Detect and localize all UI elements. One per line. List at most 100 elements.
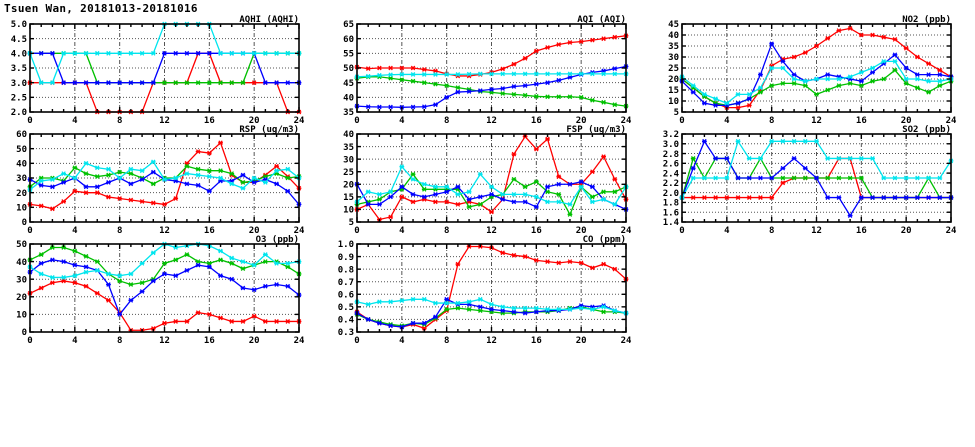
y-tick-label: 25	[668, 64, 679, 74]
data-point-marker	[533, 179, 539, 185]
x-tick-label: 20	[576, 226, 587, 234]
data-point-marker	[83, 50, 89, 56]
data-point-marker	[926, 175, 931, 181]
y-tick-label: 30	[16, 275, 27, 285]
data-point-marker	[128, 50, 134, 56]
data-point-marker	[139, 177, 145, 182]
y-tick-label: 35	[668, 42, 679, 52]
data-point-marker	[388, 299, 394, 305]
data-point-marker	[285, 319, 291, 324]
data-point-marker	[229, 50, 235, 56]
data-point-marker	[218, 80, 223, 86]
data-point-marker	[937, 175, 943, 181]
data-point-marker	[914, 54, 920, 60]
data-point-marker	[825, 76, 831, 82]
x-tick-label: 0	[27, 226, 32, 234]
data-point-marker	[444, 184, 450, 190]
data-point-marker	[377, 191, 382, 197]
chart-title: O3 (ppb)	[256, 235, 299, 245]
data-point-marker	[38, 260, 44, 266]
data-point-marker	[128, 271, 134, 277]
data-point-marker	[791, 72, 797, 77]
data-point-marker	[139, 199, 145, 204]
data-point-marker	[285, 260, 291, 266]
data-point-marker	[746, 103, 752, 108]
data-point-marker	[556, 260, 562, 266]
y-tick-label: 5	[349, 218, 354, 228]
data-point-marker	[162, 271, 167, 277]
x-tick-label: 12	[159, 336, 170, 344]
data-point-marker	[184, 268, 190, 273]
data-point-marker	[735, 92, 741, 97]
data-point-marker	[702, 100, 707, 106]
data-point-marker	[533, 48, 539, 54]
data-point-marker	[914, 175, 920, 181]
x-tick-label: 16	[531, 336, 542, 344]
y-tick-label: 0.3	[338, 328, 354, 338]
data-point-marker	[50, 245, 55, 250]
data-point-marker	[38, 182, 44, 188]
data-point-marker	[399, 164, 405, 170]
y-tick-label: 60	[16, 130, 27, 140]
x-tick-label: 16	[856, 116, 867, 124]
data-point-marker	[892, 37, 898, 42]
x-tick-label: 0	[354, 116, 359, 124]
data-point-marker	[173, 175, 179, 181]
data-point-marker	[50, 280, 55, 286]
data-point-marker	[399, 72, 405, 77]
data-point-marker	[195, 80, 201, 86]
data-point-marker	[106, 271, 111, 277]
data-point-marker	[690, 195, 696, 200]
x-tick-label: 24	[946, 116, 957, 124]
data-point-marker	[399, 324, 405, 330]
data-point-marker	[251, 175, 257, 181]
data-point-marker	[533, 194, 539, 200]
data-point-marker	[545, 259, 550, 264]
data-point-marker	[589, 169, 595, 175]
data-point-marker	[184, 163, 190, 169]
data-point-marker	[522, 184, 528, 190]
data-point-marker	[38, 271, 44, 277]
data-point-marker	[150, 326, 156, 331]
data-point-marker	[769, 175, 775, 181]
data-point-marker	[533, 257, 539, 263]
data-point-marker	[388, 189, 394, 195]
data-point-marker	[545, 136, 550, 142]
data-point-marker	[814, 138, 819, 144]
chart-title: AQHI (AQHI)	[239, 15, 299, 25]
data-point-marker	[758, 175, 763, 181]
data-point-marker	[173, 245, 179, 250]
data-point-marker	[150, 250, 156, 256]
y-tick-label: 4.0	[11, 50, 27, 60]
data-point-marker	[870, 78, 875, 84]
data-point-marker	[195, 259, 201, 264]
data-point-marker	[117, 80, 123, 86]
data-point-marker	[195, 149, 201, 154]
data-point-marker	[914, 85, 920, 91]
data-point-marker	[94, 259, 100, 264]
y-tick-label: 60	[343, 35, 354, 45]
data-point-marker	[500, 91, 506, 96]
y-tick-label: 2.0	[11, 108, 27, 118]
data-point-marker	[83, 80, 89, 86]
data-point-marker	[522, 71, 528, 77]
data-point-marker	[612, 189, 618, 195]
data-point-marker	[421, 181, 427, 187]
data-point-marker	[139, 80, 145, 86]
data-point-marker	[567, 212, 573, 217]
data-point-marker	[847, 213, 853, 219]
data-point-marker	[94, 174, 100, 179]
data-point-marker	[556, 174, 562, 180]
data-point-marker	[589, 184, 595, 190]
chart-panel-fsp: FSP (ug/m3) 5 10 15 20 25 30 35 40 0 4 8 12 16 20 24	[330, 124, 632, 234]
chart-title: NO2 (ppb)	[902, 15, 951, 25]
data-point-marker	[601, 196, 606, 202]
data-point-marker	[802, 138, 808, 144]
data-point-marker	[578, 260, 584, 266]
data-point-marker	[814, 175, 819, 181]
data-point-marker	[240, 80, 246, 86]
y-tick-label: 0.9	[338, 253, 354, 263]
data-point-marker	[567, 306, 573, 312]
data-point-marker	[433, 72, 438, 77]
data-point-marker	[511, 191, 517, 197]
